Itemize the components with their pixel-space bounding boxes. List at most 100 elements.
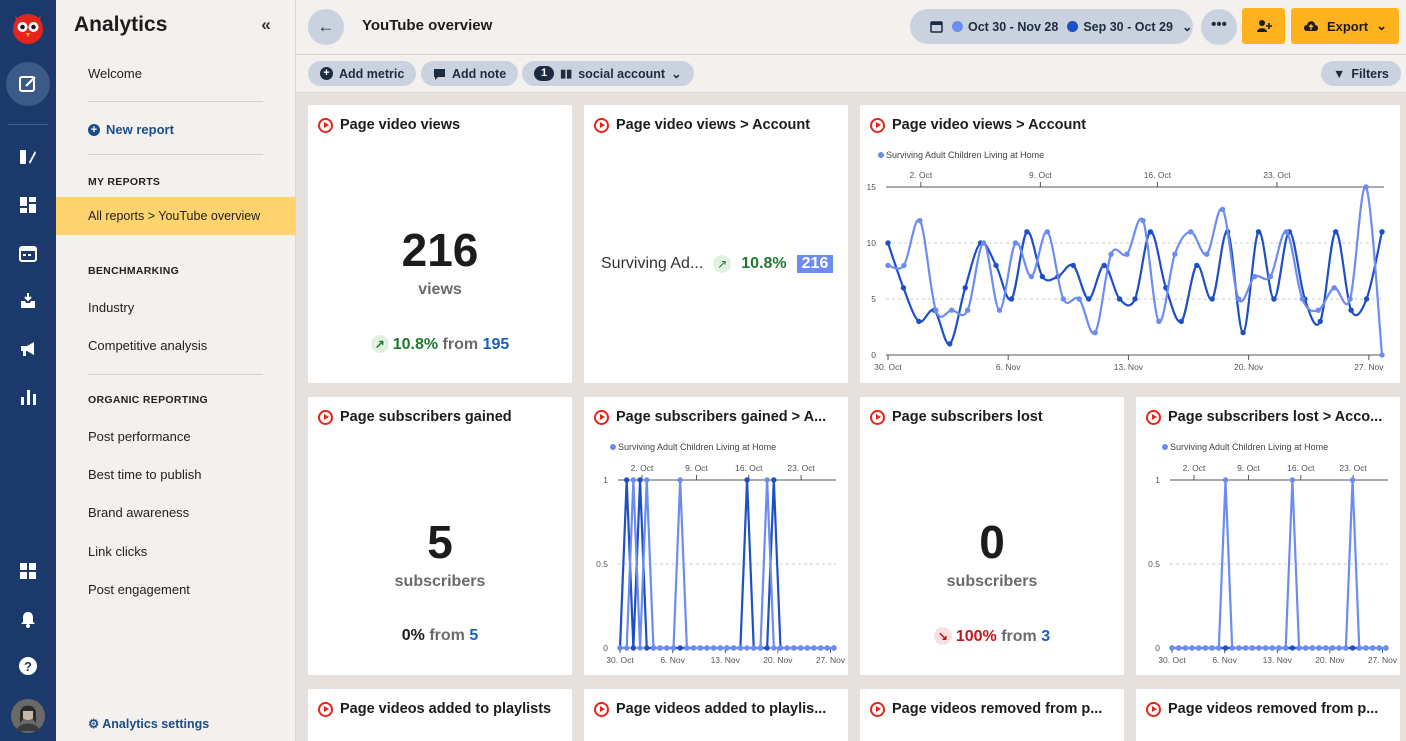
data-point (933, 307, 939, 313)
nav-active-report-label[interactable]: All reports > YouTube overview (88, 209, 260, 223)
data-point (1240, 329, 1246, 336)
streams-icon[interactable] (8, 137, 48, 177)
data-point (1349, 477, 1356, 483)
y-tick-label: 0 (603, 643, 608, 653)
help-icon[interactable]: ? (8, 646, 48, 686)
analytics-icon[interactable] (8, 377, 48, 417)
filters-label: Filters (1351, 66, 1389, 81)
x-top-tick-label: 16. Oct (1144, 170, 1172, 180)
nav-post-performance[interactable]: Post performance (88, 429, 191, 444)
card-videos-removed-playlists-account[interactable]: Page videos removed from p... (1136, 689, 1400, 741)
inbox-icon[interactable] (8, 281, 48, 321)
plus-icon: + (320, 67, 333, 80)
new-report-button[interactable]: + New report (88, 122, 174, 137)
youtube-icon (870, 409, 885, 425)
card-video-views-account[interactable]: Page video views > Account Surviving Ad.… (584, 105, 848, 383)
share-button[interactable] (1242, 8, 1285, 44)
data-point (623, 645, 630, 651)
youtube-icon (318, 409, 333, 425)
filters-button[interactable]: ▼ Filters (1321, 61, 1401, 86)
card-video-views[interactable]: Page video views 216 views ↗ 10.8% from 1… (308, 105, 572, 383)
megaphone-icon[interactable] (8, 329, 48, 369)
chevron-down-icon: ⌄ (671, 67, 682, 81)
views-line-chart: Surviving Adult Children Living at Home 0… (867, 150, 1385, 372)
add-note-button[interactable]: Add note (421, 61, 519, 86)
nav-welcome[interactable]: Welcome (88, 66, 142, 81)
x-bottom-tick-label: 30. Oct (874, 362, 902, 372)
y-tick-label: 5 (871, 294, 876, 304)
data-point (1315, 307, 1321, 313)
youtube-icon (870, 701, 885, 717)
data-point (885, 262, 891, 269)
y-tick-label: 1 (603, 475, 608, 485)
card-video-views-account-chart[interactable]: Page video views > Account Surviving Adu… (860, 105, 1400, 383)
card-title: Page videos removed from p... (892, 701, 1103, 717)
x-top-tick-label: 23. Oct (1339, 463, 1367, 473)
from-label: from (442, 336, 479, 353)
data-point (949, 307, 955, 313)
apps-icon[interactable] (8, 551, 48, 591)
data-point (644, 645, 650, 651)
data-point (1267, 273, 1274, 280)
youtube-icon (1146, 701, 1161, 717)
data-point (804, 645, 810, 651)
collapse-icon[interactable]: « (261, 15, 271, 34)
nav-industry[interactable]: Industry (88, 300, 135, 315)
data-point (1303, 645, 1309, 651)
x-top-tick-label: 9. Oct (1237, 463, 1260, 473)
compose-icon[interactable] (6, 62, 50, 106)
card-subscribers-gained-account[interactable]: Page subscribers gained > A... Surviving… (584, 397, 848, 675)
data-point (1182, 645, 1189, 651)
chevron-down-icon: ⌄ (1376, 18, 1388, 33)
card-subscribers-gained[interactable]: Page subscribers gained 5 subscribers 0%… (308, 397, 572, 675)
calendar-icon[interactable] (8, 233, 48, 273)
data-point (1363, 645, 1369, 651)
card-videos-added-playlists[interactable]: Page videos added to playlists (308, 689, 572, 741)
data-point (1039, 273, 1046, 280)
delta-pct: 0% (401, 627, 425, 644)
nav-post-engagement[interactable]: Post engagement (88, 582, 190, 597)
data-point (1108, 251, 1114, 257)
nav-link-clicks[interactable]: Link clicks (88, 544, 148, 559)
metric-delta: 0% from 5 (308, 627, 572, 645)
cloud-upload-icon (1303, 21, 1318, 31)
card-subscribers-lost-account[interactable]: Page subscribers lost > Acco... Survivin… (1136, 397, 1400, 675)
analytics-settings-link[interactable]: ⚙ Analytics settings (88, 716, 209, 731)
x-bottom-tick-label: 20. Nov (763, 655, 793, 665)
data-point (744, 477, 750, 483)
avatar[interactable] (8, 696, 48, 736)
bell-icon[interactable] (8, 599, 48, 639)
gear-icon: ⚙ (88, 717, 100, 731)
card-subscribers-lost[interactable]: Page subscribers lost 0 subscribers ↘ 100… (860, 397, 1124, 675)
card-videos-removed-playlists[interactable]: Page videos removed from p... (860, 689, 1124, 741)
social-account-filter[interactable]: 1 ▮▮ social account ⌄ (522, 61, 694, 86)
metric-delta: ↘ 100% from 3 (860, 627, 1124, 646)
export-button[interactable]: Export ⌄ (1291, 8, 1399, 44)
series-line (886, 230, 1384, 345)
back-button[interactable]: ← (308, 9, 344, 45)
data-point (1175, 645, 1182, 651)
nav-brand-awareness[interactable]: Brand awareness (88, 505, 190, 520)
add-metric-button[interactable]: + Add metric (308, 61, 417, 86)
data-point (1092, 329, 1098, 336)
data-point (1289, 477, 1296, 483)
x-top-tick-label: 2. Oct (910, 170, 933, 180)
data-point (993, 262, 999, 269)
data-point (690, 645, 697, 651)
nav-best-time[interactable]: Best time to publish (88, 467, 202, 482)
new-report-label: New report (106, 122, 174, 137)
data-point (1376, 645, 1383, 651)
nav-active-report[interactable] (56, 197, 295, 235)
data-point (1196, 645, 1202, 651)
more-options-button[interactable]: ••• (1201, 9, 1237, 45)
card-videos-added-playlists-account[interactable]: Page videos added to playlis... (584, 689, 848, 741)
date-range-picker[interactable]: Oct 30 - Nov 28 Sep 30 - Oct 29 ⌄ (910, 9, 1193, 44)
prev-value: 5 (469, 627, 479, 644)
owl-logo-icon[interactable] (8, 8, 48, 48)
data-point (1235, 296, 1242, 302)
dashboard-icon[interactable] (8, 185, 48, 225)
youtube-icon (594, 409, 609, 425)
data-point (784, 645, 790, 651)
trend-up-icon: ↗ (370, 335, 389, 353)
nav-competitive-analysis[interactable]: Competitive analysis (88, 338, 208, 353)
